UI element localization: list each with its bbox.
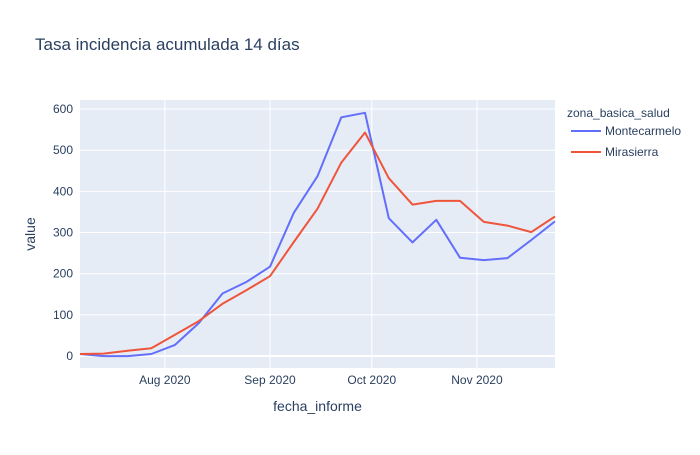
y-tick-label: 100 (53, 308, 73, 322)
legend: zona_basica_salud Montecarmelo Mirasierra (567, 106, 681, 159)
y-tick-label: 300 (53, 226, 73, 240)
y-tick-label: 0 (66, 349, 73, 363)
legend-title: zona_basica_salud (567, 106, 670, 120)
legend-label: Mirasierra (605, 145, 659, 159)
x-axis-label: fecha_informe (273, 398, 362, 414)
y-tick-label: 200 (53, 267, 73, 281)
x-tick-label: Nov 2020 (451, 373, 503, 387)
series-line-mirasierra (79, 131, 556, 355)
y-tick-label: 400 (53, 184, 73, 198)
y-axis-label: value (22, 217, 38, 251)
legend-item-mirasierra[interactable]: Mirasierra (571, 145, 659, 159)
chart-title: Tasa incidencia acumulada 14 días (35, 35, 300, 54)
y-tick-label: 500 (53, 143, 73, 157)
x-tick-label: Aug 2020 (139, 373, 191, 387)
x-tick-label: Oct 2020 (347, 373, 396, 387)
plot-area (80, 100, 555, 368)
legend-item-montecarmelo[interactable]: Montecarmelo (571, 124, 681, 138)
legend-label: Montecarmelo (605, 124, 681, 138)
y-tick-label: 600 (53, 102, 73, 116)
series-line-montecarmelo (79, 111, 556, 358)
x-tick-label: Sep 2020 (244, 373, 296, 387)
